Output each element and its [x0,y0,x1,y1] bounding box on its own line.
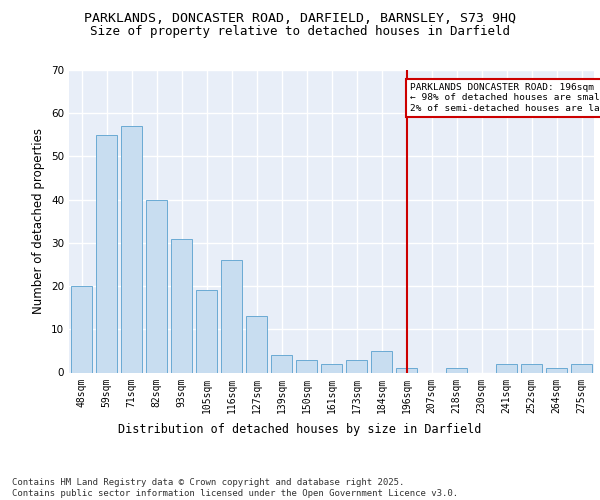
Bar [171,238,192,372]
Bar [246,316,267,372]
Bar [296,360,317,372]
Bar [546,368,567,372]
Bar [521,364,542,372]
Bar [221,260,242,372]
Text: PARKLANDS DONCASTER ROAD: 196sqm
← 98% of detached houses are smaller (278)
2% o: PARKLANDS DONCASTER ROAD: 196sqm ← 98% o… [410,83,600,113]
Bar [571,364,592,372]
Bar [96,135,117,372]
Bar [71,286,92,372]
Text: Distribution of detached houses by size in Darfield: Distribution of detached houses by size … [118,422,482,436]
Y-axis label: Number of detached properties: Number of detached properties [32,128,46,314]
Bar [496,364,517,372]
Text: Size of property relative to detached houses in Darfield: Size of property relative to detached ho… [90,25,510,38]
Bar [396,368,417,372]
Bar [346,360,367,372]
Text: Contains HM Land Registry data © Crown copyright and database right 2025.
Contai: Contains HM Land Registry data © Crown c… [12,478,458,498]
Bar [321,364,342,372]
Bar [446,368,467,372]
Bar [271,355,292,372]
Text: PARKLANDS, DONCASTER ROAD, DARFIELD, BARNSLEY, S73 9HQ: PARKLANDS, DONCASTER ROAD, DARFIELD, BAR… [84,12,516,26]
Bar [146,200,167,372]
Bar [371,351,392,372]
Bar [121,126,142,372]
Bar [196,290,217,372]
